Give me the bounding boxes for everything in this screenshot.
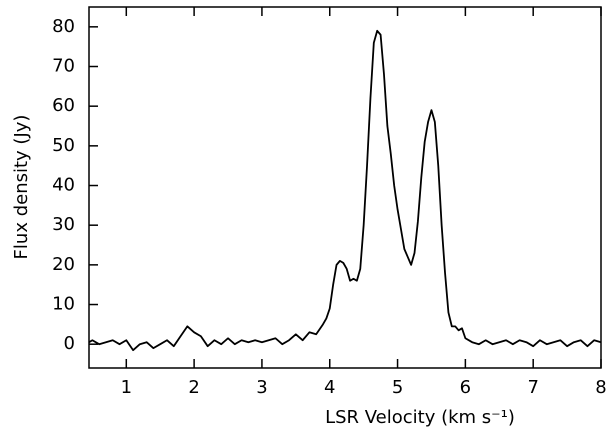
y-tick-label: 0 [64,333,75,354]
spectrum-line [88,29,602,352]
y-tick-label: 50 [52,135,75,156]
x-tick-label: 4 [324,377,335,398]
plot-frame [88,6,602,369]
x-axis-label: LSR Velocity (km s⁻¹) [325,407,515,428]
y-axis-label: Flux density (Jy) [11,115,32,260]
y-tick-label: 40 [52,175,75,196]
y-tick-label: 10 [52,294,75,315]
x-tick-label: 2 [188,377,199,398]
y-tick-label: 60 [52,95,75,116]
x-tick-label: 5 [392,377,403,398]
y-tick-label: 30 [52,214,75,235]
x-tick-label: 1 [121,377,132,398]
x-tick-label: 8 [595,377,606,398]
x-tick-label: 3 [256,377,267,398]
y-tick-label: 80 [52,16,75,37]
y-tick-label: 20 [52,254,75,275]
x-tick-label: 6 [460,377,471,398]
y-tick-label: 70 [52,56,75,77]
x-tick-label: 7 [527,377,538,398]
